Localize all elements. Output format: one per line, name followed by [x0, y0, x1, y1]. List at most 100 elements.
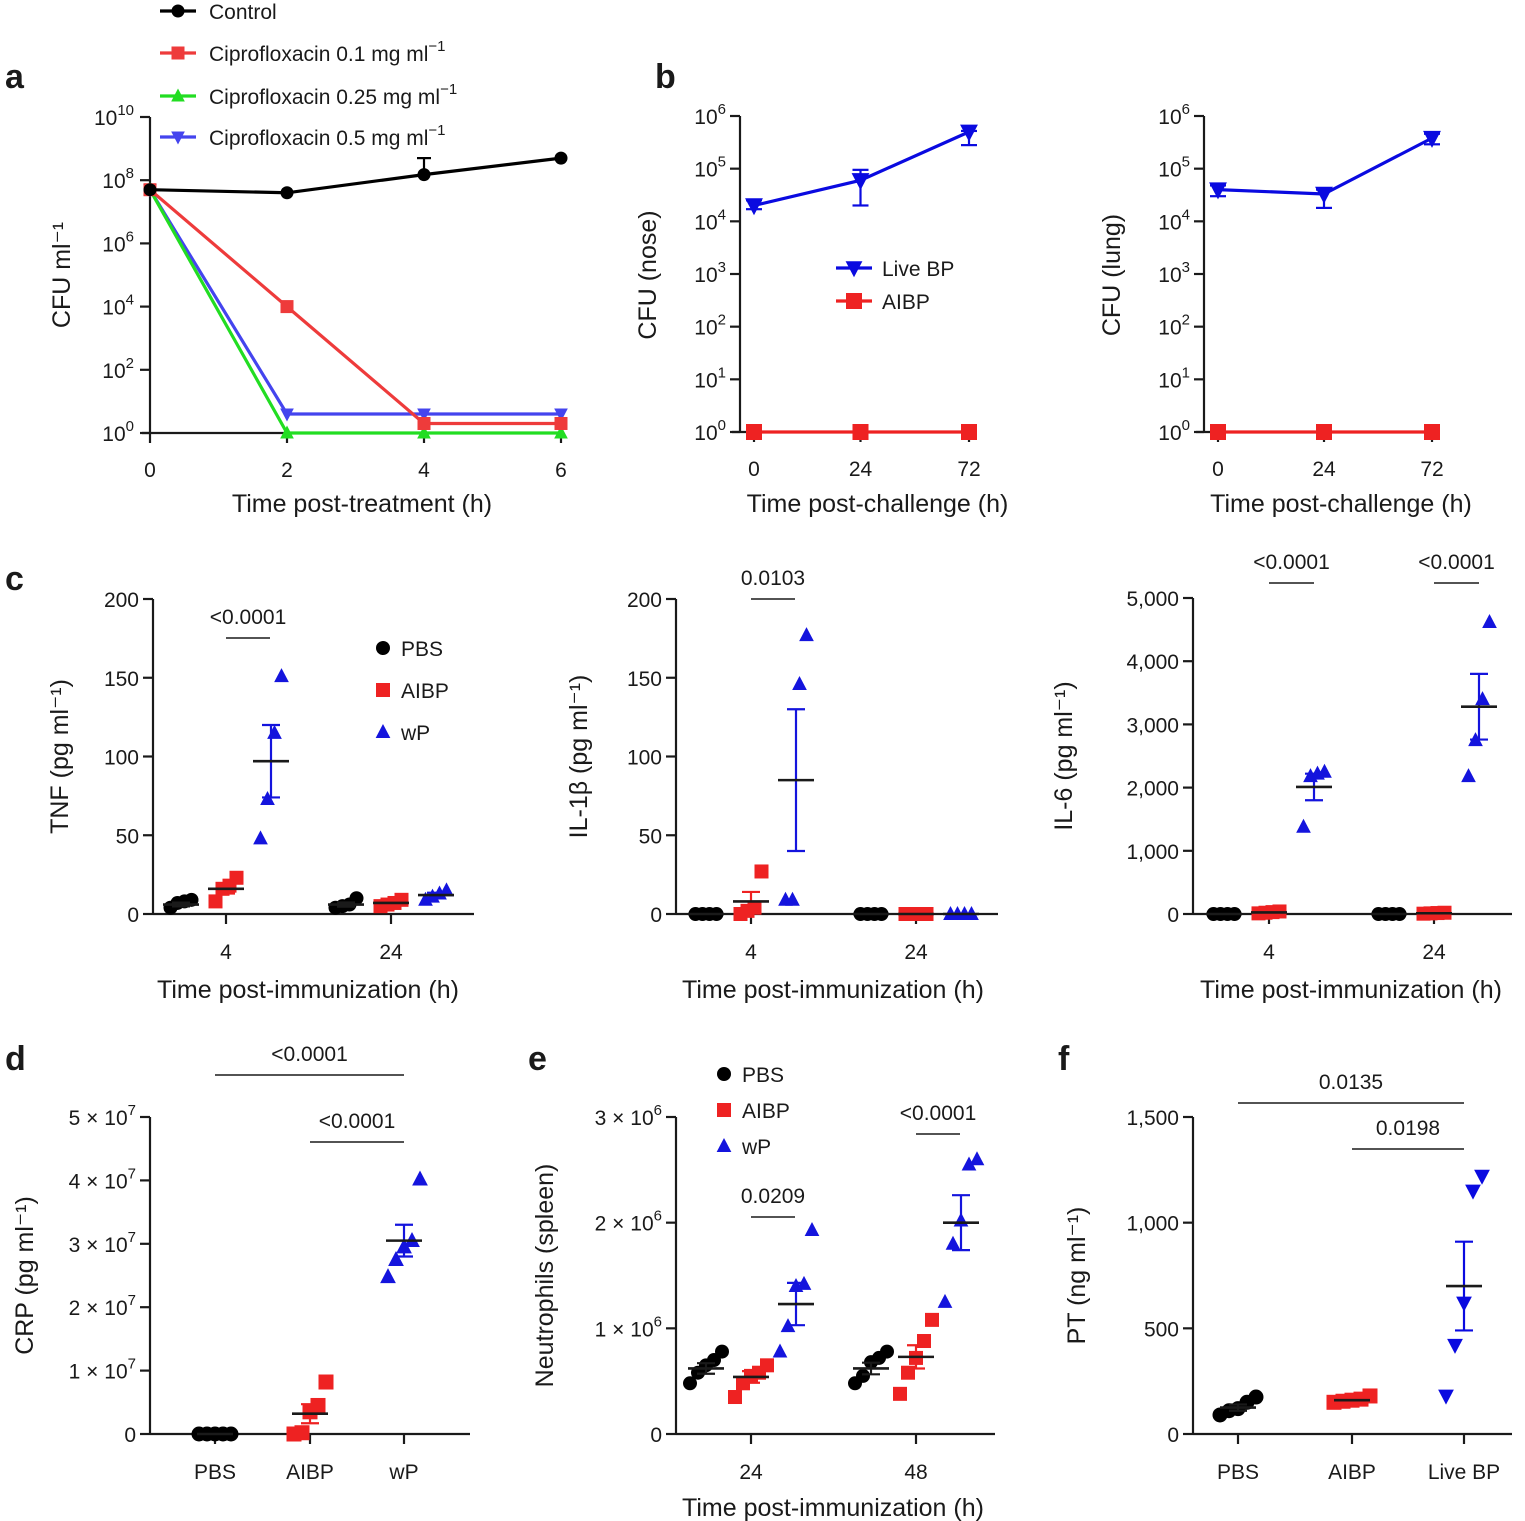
y-tick-label: 102 — [102, 355, 134, 383]
y-axis-title: Neutrophils (spleen) — [531, 1164, 559, 1388]
legend-label: PBS — [742, 1064, 784, 1087]
data-point — [969, 1151, 985, 1166]
data-point — [728, 1390, 742, 1405]
legend-label: Control — [209, 1, 277, 24]
x-tick-label: AIBP — [286, 1461, 334, 1484]
legend-label: wP — [400, 722, 430, 745]
x-tick-label: 0 — [748, 458, 760, 481]
panel-c-tnf-chart: 0 50 100 150 200 4 24 Time post-immunization (h… — [46, 589, 474, 1004]
data-point — [253, 830, 268, 845]
y-tick-label: 101 — [1158, 364, 1190, 392]
y-tick-label: 2,000 — [1126, 778, 1179, 801]
data-point — [1447, 1338, 1463, 1354]
legend-label: Live BP — [882, 258, 954, 281]
x-axis-title: Time post-immunization (h) — [682, 1494, 984, 1521]
y-tick-label: 1,000 — [1126, 1213, 1179, 1236]
data-point — [1296, 818, 1311, 833]
data-point — [554, 151, 568, 165]
x-axis-title: Time post-challenge (h) — [1210, 490, 1472, 518]
y-tick-label: 500 — [1144, 1318, 1179, 1341]
y-tick-label: 1 × 106 — [595, 1313, 662, 1341]
data-point — [380, 1268, 396, 1284]
data-point — [785, 891, 800, 906]
data-point — [893, 1386, 907, 1401]
data-point — [1461, 768, 1476, 783]
data-point — [1475, 691, 1490, 706]
panel-f-pt-chart: 0 500 1,000 1,500 PBS AIBP Live BP PT (ng ml⁻¹)… — [1063, 1071, 1512, 1484]
data-point — [961, 1156, 977, 1171]
data-point — [310, 1397, 326, 1413]
p-value-label: 0.0198 — [1376, 1117, 1440, 1140]
y-tick-label: 105 — [694, 154, 726, 182]
y-axis-title: CFU (nose) — [634, 210, 662, 339]
x-tick-label: 4 — [220, 941, 232, 964]
series-line — [1217, 136, 1433, 196]
y-tick-label: 0 — [1167, 904, 1179, 927]
panel-a-chart: 100 102 104 106 108 1010 0 2 4 6 Time post-treatme… — [48, 1, 568, 518]
y-axis-title: CRP (pg ml⁻¹) — [11, 1196, 39, 1355]
data-point — [208, 894, 223, 909]
p-value-label: <0.0001 — [271, 1043, 348, 1066]
x-axis-title: Time post-treatment (h) — [232, 490, 492, 518]
panel-letter-a: a — [5, 58, 25, 96]
y-axis-title: CFU ml⁻¹ — [48, 222, 76, 328]
x-tick-label: 24 — [1422, 941, 1446, 964]
data-point — [417, 416, 431, 430]
data-point — [1210, 424, 1226, 440]
y-tick-label: 150 — [627, 668, 662, 691]
data-point — [554, 416, 568, 430]
x-tick-label: 4 — [745, 941, 757, 964]
x-axis-title: Time post-challenge (h) — [747, 490, 1009, 518]
data-point — [280, 186, 294, 200]
x-tick-label: 4 — [1263, 941, 1275, 964]
panel-letter-d: d — [5, 1040, 26, 1078]
y-tick-label: 100 — [104, 747, 139, 770]
legend-marker — [717, 1067, 731, 1081]
y-tick-label: 150 — [104, 668, 139, 691]
data-point — [554, 408, 568, 422]
legend-label: Ciprofloxacin 0.1 mg ml−1 — [209, 38, 446, 66]
legend-label: AIBP — [742, 1100, 790, 1123]
legend-marker — [171, 46, 185, 60]
panel-b-lung-chart: 100 101 102 103 104 105 106 0 24 72 Time post-chal… — [1098, 101, 1472, 518]
y-tick-label: 5,000 — [1126, 588, 1179, 611]
data-point — [746, 424, 762, 440]
data-point — [1438, 1389, 1454, 1405]
series-line — [148, 188, 561, 435]
data-point — [1482, 613, 1497, 628]
p-value-label: 0.0135 — [1319, 1071, 1383, 1094]
data-point — [1248, 1389, 1264, 1405]
y-axis-title: TNF (pg ml⁻¹) — [46, 679, 74, 834]
data-point — [745, 198, 763, 216]
data-point — [280, 408, 294, 422]
data-point — [1423, 130, 1441, 148]
data-point — [554, 425, 568, 439]
y-axis-title: CFU (lung) — [1098, 214, 1126, 336]
y-tick-label: 2 × 106 — [595, 1208, 662, 1236]
data-point — [274, 668, 289, 683]
p-value-label: <0.0001 — [1253, 551, 1330, 574]
x-tick-label: 24 — [1312, 458, 1336, 481]
y-tick-label: 0 — [650, 1424, 662, 1447]
y-tick-label: 1,500 — [1126, 1107, 1179, 1130]
y-tick-label: 102 — [694, 312, 726, 340]
data-point — [1465, 1184, 1481, 1200]
y-tick-label: 101 — [694, 364, 726, 392]
y-tick-label: 104 — [1158, 206, 1190, 234]
panel-letter-c: c — [5, 560, 24, 598]
data-point — [318, 1374, 334, 1390]
data-point — [715, 1344, 729, 1359]
y-tick-label: 0 — [650, 904, 662, 927]
y-axis-title: IL-1β (pg ml⁻¹) — [565, 675, 593, 839]
legend-label: Ciprofloxacin 0.25 mg ml−1 — [209, 81, 457, 109]
legend-label: PBS — [401, 638, 443, 661]
panel-c-il6-chart: 0 1,000 2,000 3,000 4,000 5,000 4 24 Time post-i… — [1050, 551, 1512, 1004]
data-point — [792, 676, 807, 690]
y-tick-label: 2 × 107 — [69, 1292, 136, 1320]
legend-marker — [171, 88, 185, 102]
data-point — [280, 300, 294, 314]
panel-e-neutrophils-chart: 0 1 × 106 2 × 106 3 × 106 24 48 Time post-immu… — [531, 1064, 995, 1521]
data-point — [960, 124, 978, 142]
data-point — [143, 183, 157, 197]
y-tick-label: 103 — [1158, 259, 1190, 287]
